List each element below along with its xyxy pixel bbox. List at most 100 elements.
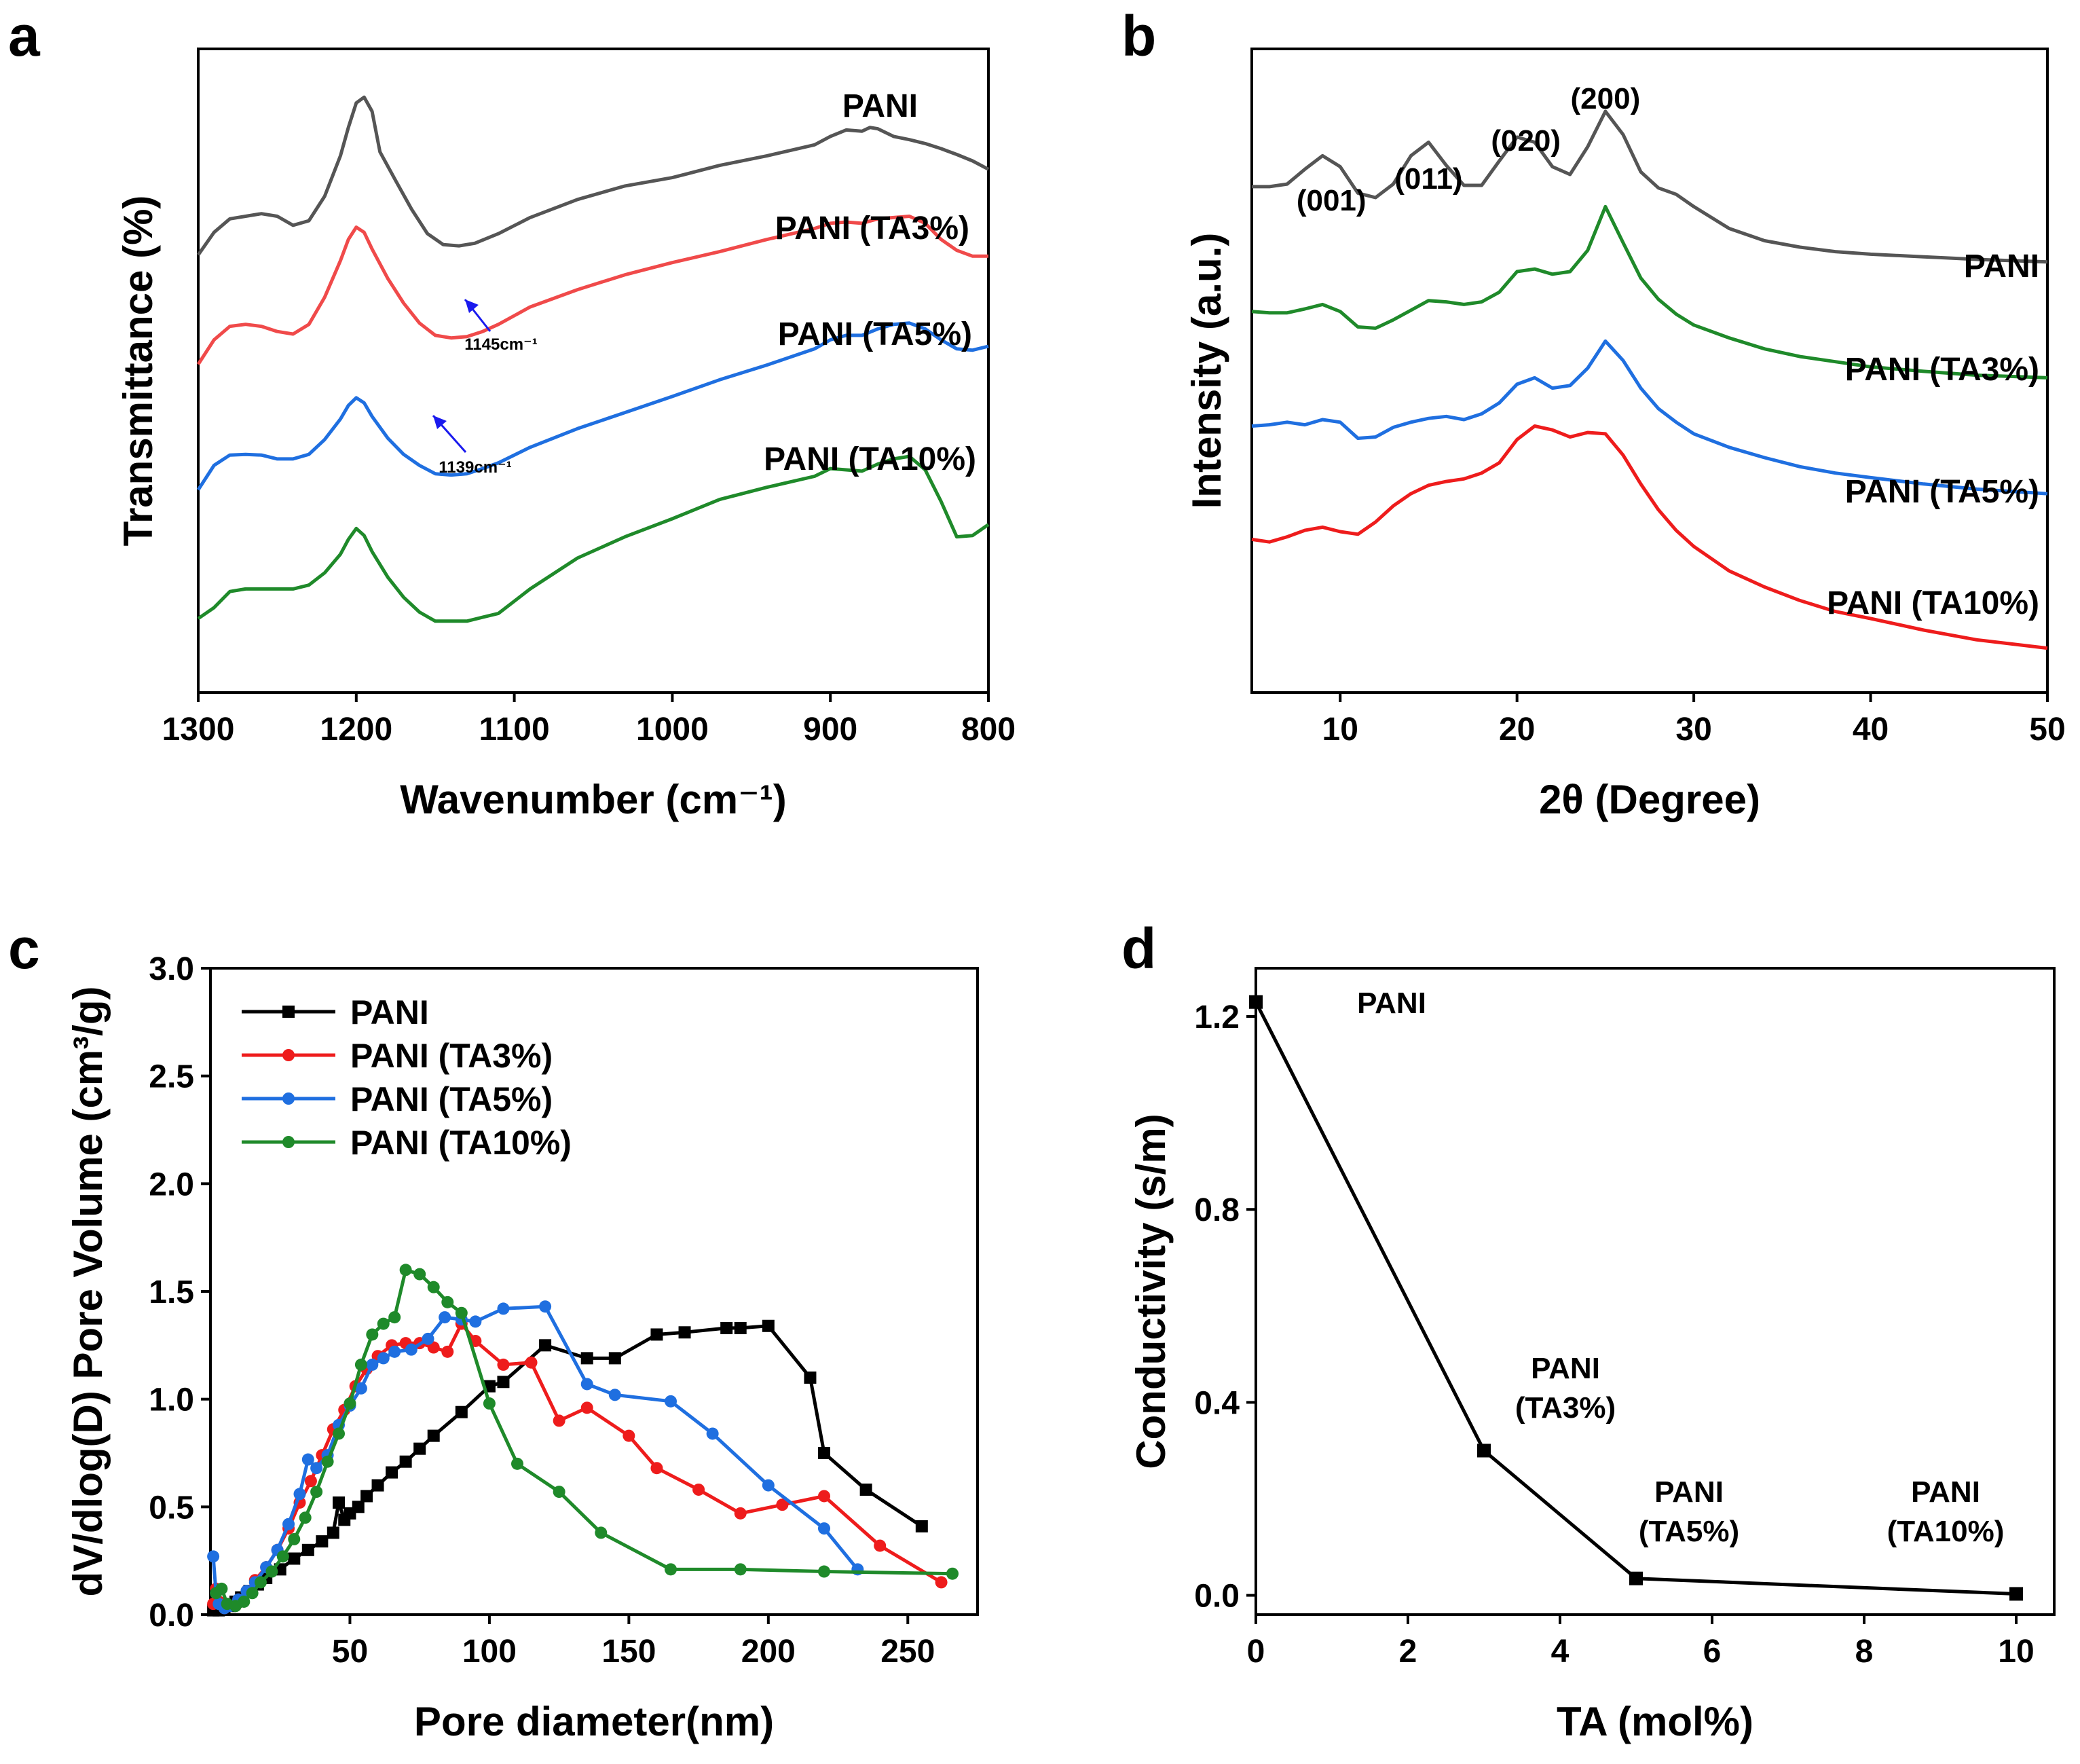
x-tick-label: 1300 [162,712,235,748]
legend-marker [282,1006,295,1018]
data-point-pani-ta5- [439,1311,451,1324]
data-point-pani-ta10- [553,1486,565,1499]
series-line-pani-ta10- [197,454,990,623]
data-point-pani-ta3- [304,1475,317,1488]
peak-label: (001) [1297,184,1367,217]
plot-frame [197,48,990,694]
data-point-pani-ta3- [818,1490,830,1503]
series-line-pani-ta10- [1251,424,2048,650]
data-point-pani-ta5- [497,1302,510,1315]
data-point-pani-ta5- [301,1453,314,1466]
peak-label: (011) [1394,162,1462,196]
series-line-pani-ta10- [215,1268,953,1608]
data-point-pani-ta3- [623,1429,635,1442]
data-point-pani-ta10- [455,1306,468,1319]
panel-d: 0 2 4 6 8 10 0.0 0.4 0.8 1.2 TA (mol%) Conductivity… [1128,967,2056,1744]
x-axis-title: TA (mol%) [1557,1699,1753,1744]
plot-frame [1250,48,2049,694]
data-point-pani-ta10- [427,1281,440,1293]
peak-label: (200) [1571,82,1641,115]
data-point-pani-ta10- [310,1486,323,1499]
data-point-pani-ta10- [818,1565,830,1578]
data-point-pani-ta5- [282,1518,295,1530]
data-point-pani [316,1535,329,1548]
data-point-pani [818,1447,830,1459]
legend-label: PANI (TA3%) [350,1037,553,1075]
point-label: PANI [1357,987,1426,1020]
data-point-pani-ta10- [299,1511,312,1524]
data-point-pani [804,1371,817,1384]
x-tick-label: 2 [1399,1634,1417,1670]
plot-frame [1255,967,2056,1616]
panel-c: 50 100 150 200 250 0.0 0.5 1.0 1.5 2.0 2.5 3.0 Pore … [65,951,979,1744]
data-point-pani-ta10- [366,1328,379,1341]
y-axis-title: dV/dlog(D) Pore Volume (cm³/g) [65,987,111,1597]
panel-letter-c: c [8,917,40,980]
data-point-pani-ta5- [377,1352,390,1365]
x-tick-label: 50 [332,1634,368,1670]
series-line-pani-ta5- [1251,339,2048,496]
data-point-pani [288,1552,301,1565]
data-point-pani-ta5- [207,1550,220,1563]
data-point-pani [371,1479,384,1492]
data-point-pani-ta5- [580,1378,593,1391]
data-point-pani-ta5- [706,1427,719,1440]
data-point-pani [580,1352,593,1365]
legend: PANI PANI (TA3%) PANI (TA5%) PANI (TA10%) [242,993,572,1162]
annotation-label: 1145cm⁻¹ [464,335,537,354]
data-point-pani-ta10- [288,1532,301,1545]
data-point-pani [333,1496,346,1509]
point-label: PANI [1531,1352,1600,1385]
x-tick-label: 200 [741,1634,796,1670]
data-point-pani-ta5- [665,1395,677,1408]
x-axis-title: Pore diameter(nm) [414,1699,774,1744]
legend-marker [282,1049,295,1061]
x-tick-label: 40 [1853,712,1889,748]
series-line-pani [196,95,990,256]
series-line-pani [1252,109,2048,264]
x-tick-label: 50 [2029,712,2065,748]
data-point-pani-ta10- [441,1296,454,1308]
y-tick-label: 1.2 [1194,999,1240,1035]
point-label: PANI [1654,1475,1724,1509]
point-label: (TA10%) [1887,1515,2005,1548]
data-point-pani-ta10- [413,1268,426,1281]
x-tick-label: 4 [1551,1634,1570,1670]
data-point-pani-ta5- [818,1522,830,1535]
y-tick-label: 0.4 [1194,1385,1240,1421]
data-point-conductivity [1629,1571,1643,1585]
data-point-pani-ta3- [580,1401,593,1414]
legend-label: PANI (TA10%) [350,1124,572,1162]
y-tick-label: 0.5 [149,1490,194,1526]
x-tick-label: 1200 [320,712,392,748]
panel-b: 10 20 30 40 50 2θ (Degree) Intensity (a.u.) PAN… [1184,48,2066,822]
panel-letter-d: d [1121,917,1156,980]
data-point-pani [413,1442,426,1455]
data-point-pani [915,1520,928,1532]
data-point-pani-ta10- [354,1358,367,1371]
data-point-pani [608,1352,621,1365]
y-tick-label: 0.0 [1194,1579,1240,1615]
data-point-pani-ta10- [483,1397,496,1410]
series-label: PANI (TA10%) [1827,585,2039,621]
data-point-pani-ta3- [553,1414,565,1427]
data-point-pani [455,1405,468,1418]
point-label: (TA5%) [1639,1515,1739,1548]
x-tick-label: 0 [1247,1634,1265,1670]
legend-marker [282,1092,295,1105]
data-point-pani-ta3- [935,1576,948,1589]
x-tick-label: 6 [1703,1634,1722,1670]
x-tick-label: 1100 [479,712,550,748]
annotation-label: 1139cm⁻¹ [439,458,511,477]
data-point-conductivity [2009,1587,2023,1601]
x-tick-label: 1000 [636,712,709,748]
data-point-pani-ta5- [310,1462,323,1475]
data-point-pani-ta5- [608,1389,621,1401]
x-tick-label: 900 [803,712,857,748]
data-point-pani-ta5- [405,1343,417,1356]
data-point-pani-ta3- [441,1345,454,1358]
series-label: PANI [842,88,918,124]
annotation-arrowhead [465,299,479,313]
point-label: PANI [1911,1475,1980,1509]
data-point-pani-ta10- [665,1563,677,1576]
